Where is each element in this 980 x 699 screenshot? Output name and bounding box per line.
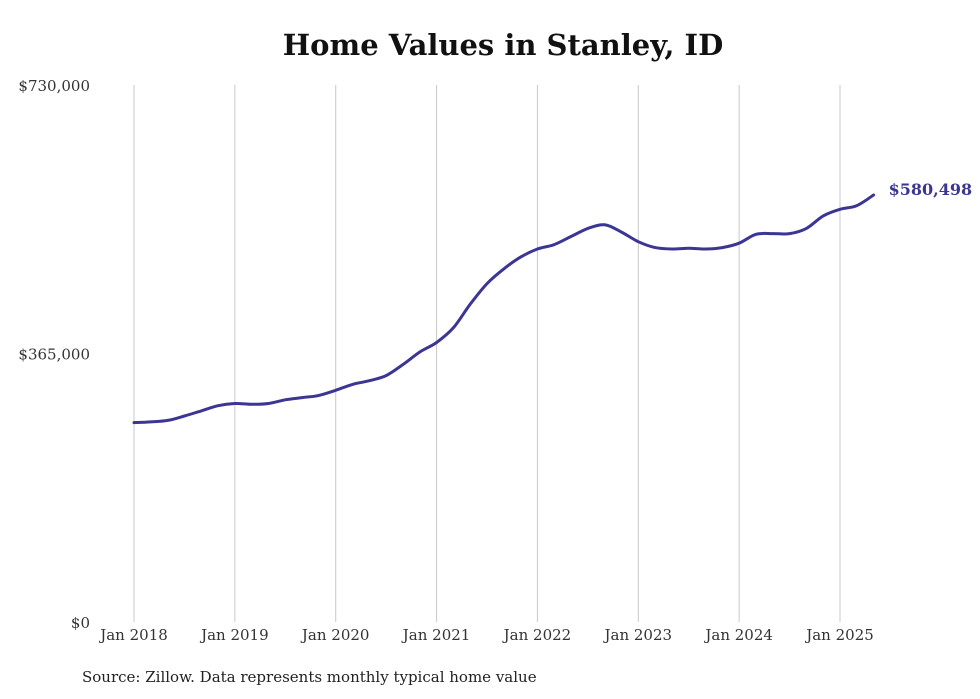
vertical-gridlines: [133, 85, 841, 622]
chart-title: Home Values in Stanley, ID: [282, 28, 724, 62]
x-axis-tick-labels: Jan 2018 Jan 2019 Jan 2020 Jan 2021 Jan 2022…: [98, 626, 874, 644]
y-axis-tick-labels: $0 $365,000 $730,000: [18, 77, 90, 632]
y-tick-label: $365,000: [18, 346, 90, 364]
x-tick-label: Jan 2022: [502, 626, 572, 644]
x-tick-label: Jan 2024: [703, 626, 773, 644]
y-tick-label: $0: [71, 614, 90, 632]
end-value-label: $580,498: [889, 180, 973, 199]
x-tick-label: Jan 2018: [98, 626, 168, 644]
x-tick-label: Jan 2021: [401, 626, 471, 644]
x-tick-label: Jan 2020: [300, 626, 370, 644]
x-tick-label: Jan 2025: [804, 626, 874, 644]
source-note: Source: Zillow. Data represents monthly …: [82, 668, 537, 686]
y-tick-label: $730,000: [18, 77, 90, 95]
x-tick-label: Jan 2023: [603, 626, 673, 644]
x-tick-label: Jan 2019: [199, 626, 269, 644]
home-value-line: [132, 193, 876, 425]
